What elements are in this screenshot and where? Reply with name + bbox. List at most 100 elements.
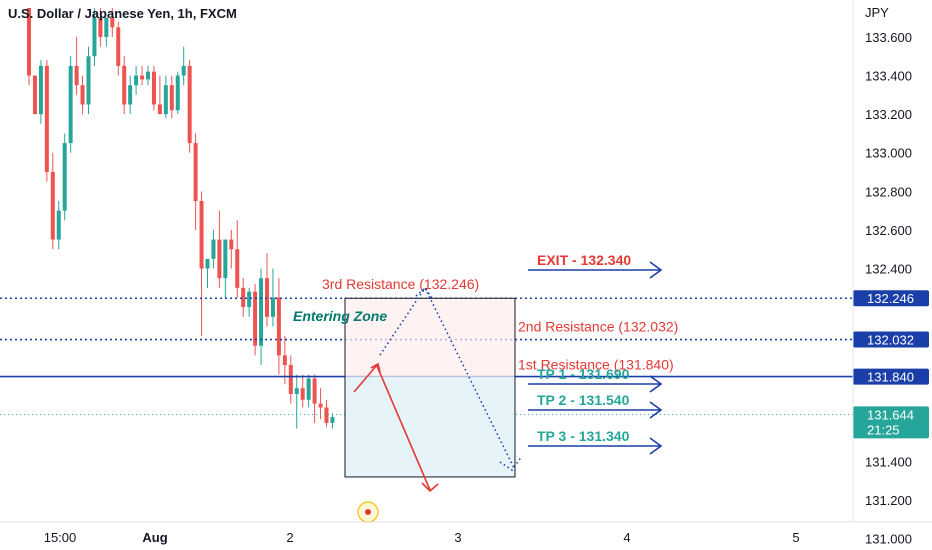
candle-body (62, 143, 67, 211)
blue-dotted-arrowhead-bottom (499, 455, 523, 472)
price-badge-text: 131.840 (867, 370, 914, 385)
y-tick-label: 132.600 (865, 223, 912, 238)
price-badge-text: 132.246 (867, 291, 914, 306)
candle-body (330, 417, 335, 423)
candle-body (288, 365, 293, 394)
candle-body (247, 291, 252, 308)
candle-body (98, 17, 103, 37)
y-tick-label: 132.400 (865, 262, 912, 277)
resistance-label: 3rd Resistance (132.246) (322, 276, 479, 292)
candle-body (122, 65, 127, 105)
y-tick-label: 133.000 (865, 146, 912, 161)
candle-body (211, 239, 216, 259)
red-arrowhead-down (421, 482, 439, 493)
candle-body (199, 200, 204, 269)
candle-body (50, 172, 55, 240)
candle-body (223, 239, 228, 279)
candle-body (38, 65, 43, 115)
candle-body (270, 297, 275, 317)
price-badge (853, 331, 929, 348)
price-badge (853, 290, 929, 307)
candle-body (86, 56, 91, 105)
red-arrowhead-up (370, 362, 381, 373)
x-tick-label: 4 (623, 530, 630, 545)
candle-body (217, 239, 222, 279)
zone-lower-fill (345, 376, 515, 477)
candle-body (169, 85, 174, 111)
candle-body (282, 355, 287, 366)
currency-label: JPY (865, 5, 889, 20)
y-tick-label: 131.400 (865, 455, 912, 470)
candle-body (80, 85, 85, 105)
target-label: TP 1 - 131.690 (537, 366, 630, 382)
candle-body (276, 297, 281, 356)
candle-body (140, 75, 145, 80)
candle-body (134, 75, 139, 86)
candle-body (151, 71, 156, 105)
candle-body (294, 388, 299, 394)
candle-body (241, 287, 246, 308)
candle-body (235, 249, 240, 288)
candles-group (27, 8, 335, 429)
candle-body (205, 258, 210, 269)
candle-body (253, 291, 258, 346)
current-price-text: 131.644 (867, 407, 914, 422)
candle-body (128, 85, 133, 105)
candle-body (175, 75, 180, 111)
resistance-label: 2nd Resistance (132.032) (518, 319, 678, 335)
candle-body (56, 210, 61, 240)
price-badge (853, 368, 929, 385)
zone-upper-fill (345, 298, 515, 377)
candle-body (187, 65, 192, 144)
candle-body (324, 407, 329, 423)
candle-body (27, 8, 31, 76)
candle-body (68, 65, 73, 144)
candle-body (300, 388, 305, 400)
candle-body (259, 278, 264, 346)
candle-body (92, 17, 97, 57)
y-tick-label: 133.600 (865, 30, 912, 45)
candle-body (116, 27, 121, 66)
target-arrowhead (649, 375, 663, 393)
current-price-badge (853, 406, 929, 439)
candle-body (229, 239, 234, 250)
x-tick-label: 3 (454, 530, 461, 545)
target-label: TP 2 - 131.540 (537, 392, 630, 408)
candle-body (163, 85, 168, 115)
target-label: EXIT - 132.340 (537, 252, 631, 268)
red-arrow-up (353, 364, 378, 393)
countdown-text: 21:25 (867, 422, 900, 437)
candle-body (318, 403, 323, 408)
red-arrow-down (376, 365, 431, 491)
candle-body (193, 143, 198, 201)
y-tick-label: 133.200 (865, 107, 912, 122)
x-tick-label: 15:00 (44, 530, 77, 545)
candle-body (110, 17, 115, 28)
target-arrowhead (649, 401, 663, 419)
x-tick-label: 2 (286, 530, 293, 545)
candle-body (104, 17, 109, 37)
candle-body (146, 71, 150, 80)
entering-zone-group: Entering Zone (293, 286, 523, 493)
y-tick-label: 132.800 (865, 184, 912, 199)
y-tick-label: 133.400 (865, 69, 912, 84)
x-tick-label: 5 (792, 530, 799, 545)
target-arrowhead (649, 437, 663, 455)
target-label: TP 3 - 131.340 (537, 428, 630, 444)
x-tick-label: Aug (142, 530, 167, 545)
candle-body (157, 104, 162, 115)
candle-body (181, 65, 186, 76)
candle-body (306, 378, 311, 400)
y-tick-label: 131.000 (865, 532, 912, 547)
target-arrowhead (649, 261, 663, 279)
candle-body (312, 378, 317, 404)
resistance-label: 1st Resistance (131.840) (518, 357, 674, 373)
candle-body (74, 65, 79, 86)
blue-dotted-path (379, 286, 516, 471)
zone-border (344, 297, 516, 478)
zone-label: Entering Zone (293, 308, 387, 324)
candle-body (32, 75, 37, 115)
candle-body (44, 65, 49, 173)
